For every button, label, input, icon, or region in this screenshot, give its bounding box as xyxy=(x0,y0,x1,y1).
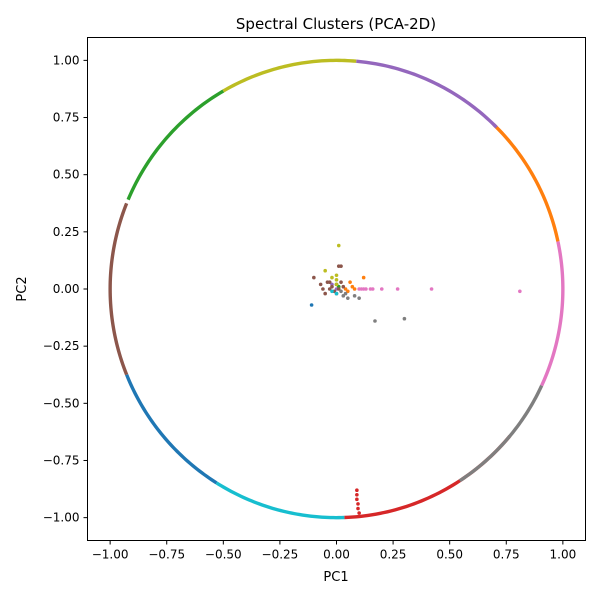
data-point xyxy=(343,287,348,291)
cluster-arc xyxy=(356,59,498,129)
data-point xyxy=(334,278,339,282)
data-point xyxy=(361,275,366,280)
data-point xyxy=(379,287,384,291)
data-point xyxy=(370,287,375,291)
x-tick-label: 0.75 xyxy=(493,548,520,562)
data-point xyxy=(364,287,368,291)
data-point xyxy=(339,280,343,284)
data-point xyxy=(330,275,334,280)
data-point xyxy=(336,287,341,291)
y-tick-label: 0.75 xyxy=(53,111,80,125)
data-point xyxy=(327,287,332,291)
data-point xyxy=(334,273,339,278)
data-point xyxy=(346,296,350,300)
data-point xyxy=(355,497,359,502)
y-tick-label: 0.25 xyxy=(53,225,80,239)
x-tick-label: 0.25 xyxy=(380,548,407,562)
data-point xyxy=(352,287,357,291)
cluster-1 xyxy=(343,123,560,294)
data-point xyxy=(336,243,341,248)
data-point xyxy=(323,291,327,296)
y-tick-label: −0.25 xyxy=(43,339,80,353)
cluster-arc xyxy=(108,202,129,376)
x-tick-label: 1.00 xyxy=(550,548,577,562)
data-point xyxy=(356,502,360,506)
data-point xyxy=(348,280,352,284)
data-point xyxy=(346,289,350,294)
cluster-7 xyxy=(339,289,544,483)
cluster-arc xyxy=(126,89,225,201)
x-tick-label: −1.00 xyxy=(92,548,129,562)
cluster-arc xyxy=(458,384,544,483)
data-point xyxy=(334,282,339,287)
x-axis-label: PC1 xyxy=(323,570,348,585)
y-tick-label: 0.00 xyxy=(53,282,80,296)
x-tick-label: −0.50 xyxy=(205,548,242,562)
data-point xyxy=(309,303,314,307)
cluster-arc xyxy=(222,58,357,93)
data-point xyxy=(312,275,316,280)
y-axis: −1.00 −0.75 −0.50 −0.25 0.00 0.25 0.50 0.75 1.00 xyxy=(43,53,88,525)
cluster-9 xyxy=(215,289,345,520)
cluster-8 xyxy=(222,58,357,287)
data-point xyxy=(350,284,355,289)
y-axis-label: PC2 xyxy=(15,276,30,301)
data-point xyxy=(402,316,407,321)
x-tick-label: 0.00 xyxy=(323,548,350,562)
x-tick-label: −0.75 xyxy=(148,548,185,562)
data-point xyxy=(339,289,343,294)
data-point xyxy=(330,289,334,294)
data-point xyxy=(318,282,323,287)
cluster-arc xyxy=(125,374,218,485)
data-point xyxy=(341,294,346,298)
data-point xyxy=(356,506,360,511)
data-point xyxy=(330,284,334,289)
data-point xyxy=(355,488,359,493)
data-point xyxy=(334,291,339,296)
y-tick-label: 1.00 xyxy=(53,53,80,67)
cluster-6 xyxy=(357,241,565,387)
x-tick-label: −0.25 xyxy=(262,548,299,562)
data-point xyxy=(355,492,359,497)
data-point xyxy=(357,296,361,300)
data-point xyxy=(323,268,327,273)
cluster-0 xyxy=(125,303,314,485)
data-point xyxy=(339,264,343,268)
data-point xyxy=(357,511,361,515)
y-tick-label: 0.50 xyxy=(53,168,80,182)
data-point xyxy=(395,287,400,291)
y-tick-label: −0.75 xyxy=(43,453,80,467)
data-point xyxy=(341,284,346,289)
chart-title: Spectral Clusters (PCA-2D) xyxy=(236,15,436,33)
data-point xyxy=(518,289,522,294)
data-point xyxy=(343,291,348,296)
cluster-arc xyxy=(492,123,560,242)
x-axis: −1.00 −0.75 −0.50 −0.25 0.00 0.25 0.50 0.75 1.00 xyxy=(92,540,577,562)
data-point xyxy=(429,287,434,291)
data-point xyxy=(373,319,377,323)
data-point xyxy=(327,280,332,284)
y-tick-label: −0.50 xyxy=(43,396,80,410)
data-point xyxy=(321,287,325,291)
x-tick-label: 0.50 xyxy=(436,548,463,562)
data-point xyxy=(352,294,357,298)
plot-marks xyxy=(108,58,565,520)
cluster-arc xyxy=(215,481,345,520)
cluster-arc xyxy=(540,241,565,387)
y-tick-label: −1.00 xyxy=(43,511,80,525)
